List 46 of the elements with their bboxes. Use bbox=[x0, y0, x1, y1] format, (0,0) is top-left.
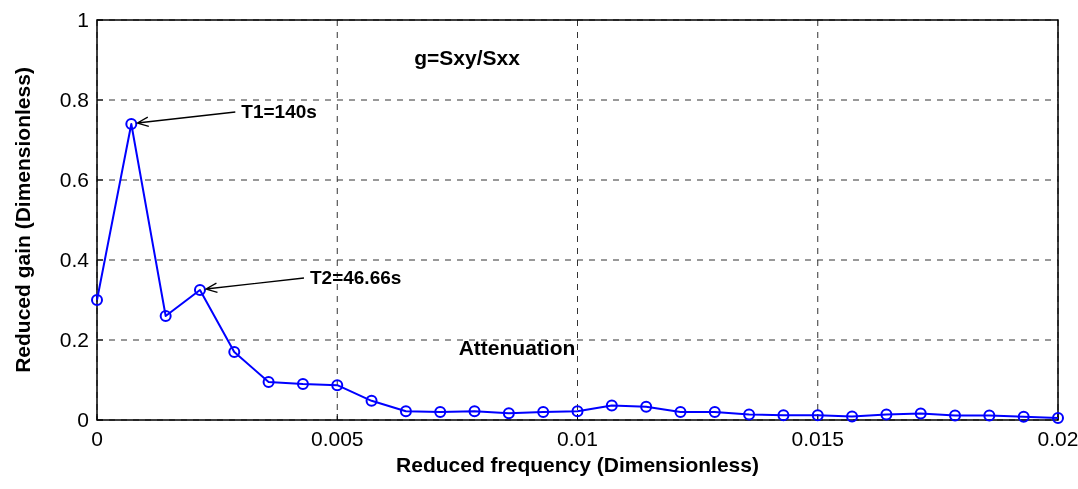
point bbox=[674, 406, 687, 418]
point bbox=[811, 409, 824, 422]
point bbox=[331, 379, 344, 392]
annotation: g=Sxy/Sxx bbox=[414, 46, 521, 69]
x-tick-label: 0.02 bbox=[1037, 427, 1078, 450]
y-tick-label: 0.2 bbox=[59, 328, 89, 351]
point bbox=[296, 378, 309, 390]
point bbox=[159, 310, 172, 322]
point bbox=[365, 394, 378, 407]
point bbox=[743, 408, 756, 421]
point bbox=[914, 407, 927, 420]
x-axis-title: Reduced frequency (Dimensionless) bbox=[396, 453, 759, 476]
x-tick-label: 0.015 bbox=[791, 427, 845, 450]
point bbox=[228, 346, 241, 358]
point bbox=[502, 407, 515, 420]
y-axis-title: Reduced gain (Dimensionless) bbox=[11, 67, 34, 373]
point bbox=[846, 410, 859, 423]
annotation: T1=140s bbox=[241, 101, 317, 122]
y-tick-label: 0.4 bbox=[59, 248, 90, 271]
point bbox=[468, 405, 481, 418]
point bbox=[262, 376, 275, 388]
annotation: T2=46.66s bbox=[309, 267, 402, 288]
x-tick-label: 0.005 bbox=[310, 427, 364, 450]
point bbox=[1017, 410, 1030, 423]
point bbox=[91, 294, 103, 306]
x-tick-label: 0 bbox=[91, 427, 103, 450]
point bbox=[708, 406, 721, 418]
point bbox=[949, 409, 962, 422]
y-tick-label: 0.8 bbox=[59, 88, 89, 111]
point bbox=[880, 408, 893, 421]
annotation: Attenuation bbox=[458, 336, 576, 359]
point bbox=[777, 409, 790, 422]
x-tick-label: 0.01 bbox=[557, 427, 598, 450]
point bbox=[571, 405, 584, 418]
point bbox=[605, 399, 618, 412]
y-tick-label: 0 bbox=[77, 408, 89, 431]
point bbox=[537, 406, 550, 418]
y-tick-label: 1 bbox=[77, 8, 89, 31]
point bbox=[399, 405, 412, 418]
point bbox=[125, 118, 138, 130]
point bbox=[193, 284, 206, 296]
point bbox=[983, 409, 996, 422]
point bbox=[434, 406, 447, 418]
point bbox=[1052, 412, 1064, 424]
y-tick-label: 0.6 bbox=[59, 168, 89, 191]
point bbox=[640, 400, 653, 413]
